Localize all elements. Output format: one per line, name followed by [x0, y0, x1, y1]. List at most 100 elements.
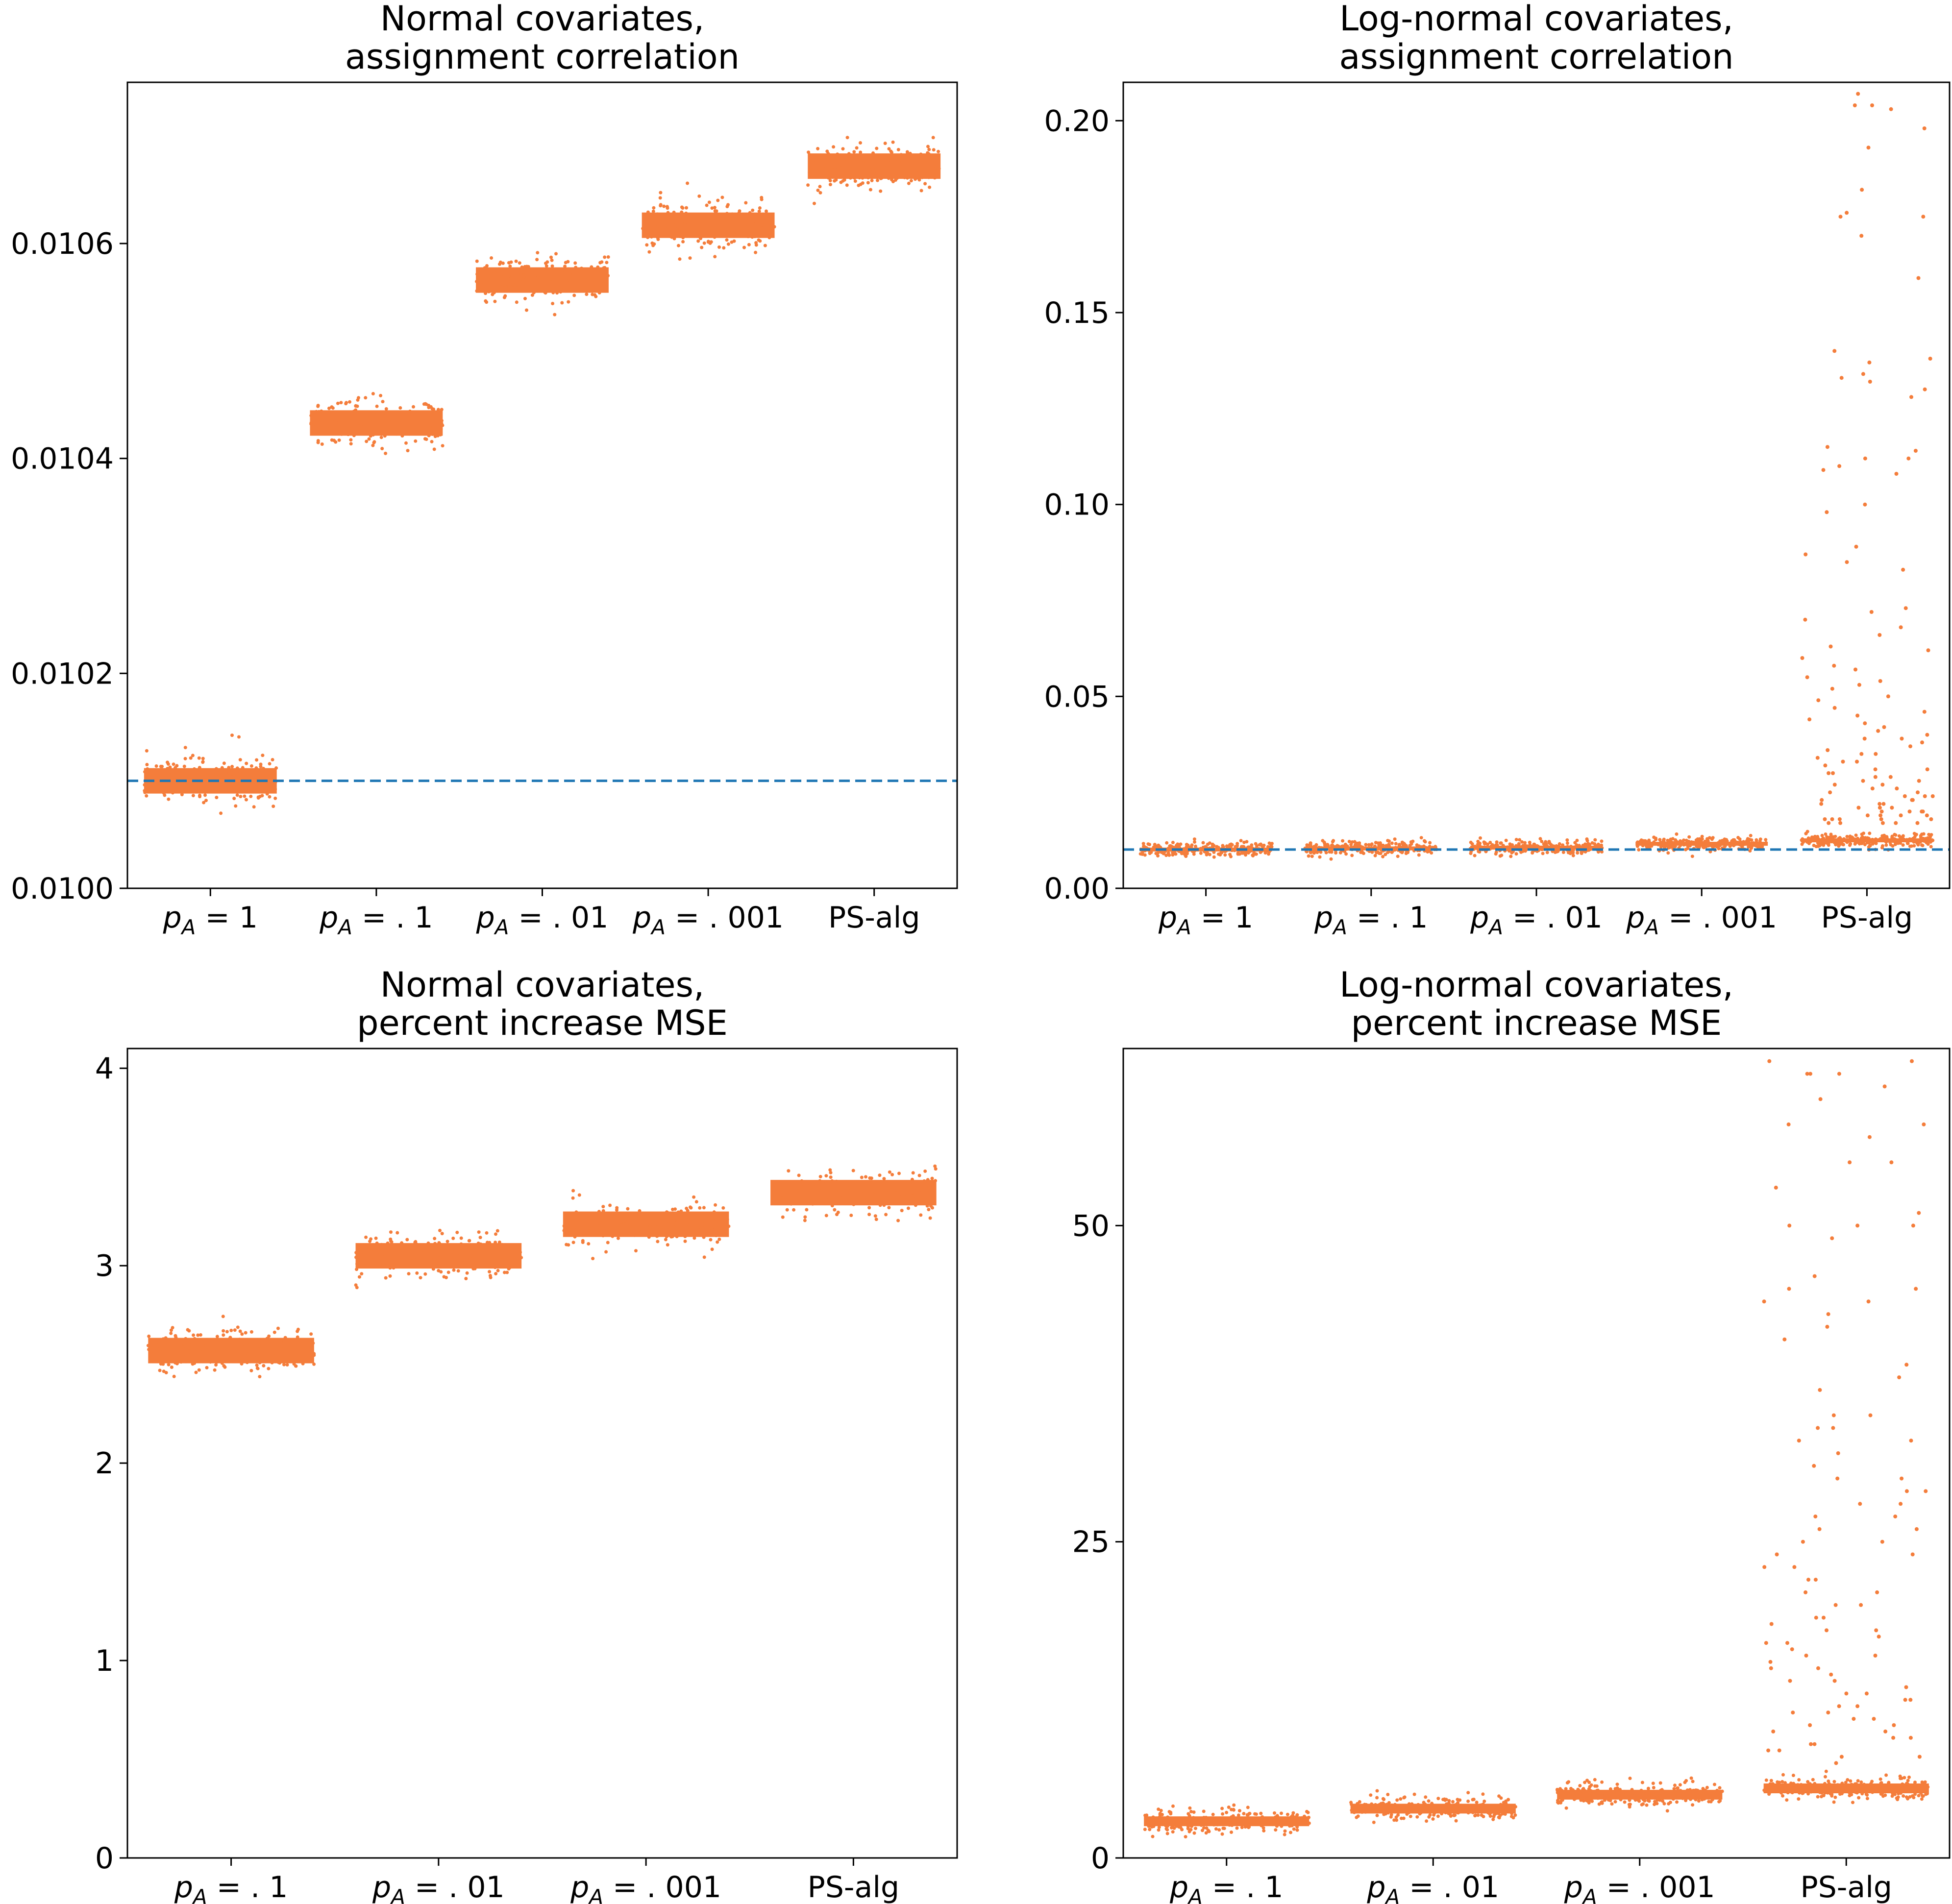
data-point: [505, 280, 509, 284]
data-point: [1691, 1780, 1695, 1783]
data-point: [1208, 853, 1211, 856]
chart-title-line-2: assignment correlation: [1339, 37, 1734, 77]
data-point: [1928, 840, 1932, 844]
outlier-point: [1832, 782, 1837, 787]
data-point: [1640, 1781, 1644, 1784]
data-point: [887, 176, 890, 180]
data-point: [696, 1212, 700, 1216]
data-point: [221, 1315, 225, 1318]
data-point: [392, 1265, 396, 1269]
data-point: [407, 415, 411, 419]
data-point: [368, 1256, 371, 1259]
outlier-point: [1839, 376, 1844, 380]
data-point: [241, 786, 245, 790]
data-point: [847, 152, 851, 156]
data-point: [493, 299, 497, 303]
data-point: [1158, 1815, 1161, 1819]
data-point: [1809, 1785, 1813, 1789]
data-point: [891, 140, 895, 144]
data-point: [664, 216, 668, 220]
data-point: [1255, 844, 1259, 848]
data-point: [1498, 854, 1502, 858]
data-point: [311, 424, 314, 428]
data-point: [169, 1343, 172, 1346]
data-point: [1866, 836, 1870, 840]
x-tick-label-rest: = . 1: [1347, 901, 1428, 935]
data-point: [1221, 1816, 1225, 1820]
data-point: [882, 1196, 886, 1200]
outlier-point: [1837, 464, 1842, 468]
data-point: [1615, 1793, 1619, 1797]
data-point: [508, 264, 512, 268]
data-point: [1908, 1786, 1912, 1790]
data-point: [380, 447, 384, 450]
data-point: [289, 1353, 293, 1357]
data-point: [1850, 1782, 1853, 1786]
data-point: [1260, 1824, 1263, 1828]
data-point: [816, 171, 820, 175]
data-point: [1926, 1785, 1930, 1789]
data-point: [317, 426, 321, 430]
data-point: [1171, 1830, 1175, 1834]
data-point: [1289, 1831, 1292, 1834]
outlier-point: [1800, 656, 1804, 660]
data-point: [1395, 1818, 1399, 1822]
data-point: [160, 1359, 163, 1363]
data-point: [587, 288, 591, 292]
data-point: [842, 174, 846, 178]
data-point: [591, 1257, 595, 1261]
data-point: [725, 238, 729, 242]
data-point: [1141, 842, 1145, 846]
data-point: [1575, 838, 1579, 842]
data-point: [1463, 1805, 1467, 1808]
data-point: [648, 228, 652, 232]
data-point: [380, 1243, 384, 1246]
outlier-point: [1878, 806, 1882, 810]
data-point: [1473, 854, 1477, 857]
data-point: [1637, 848, 1641, 852]
data-point: [1428, 1808, 1431, 1812]
outlier-point: [1917, 1211, 1921, 1215]
data-point: [855, 165, 859, 169]
data-point: [267, 1351, 271, 1355]
outlier-point: [1830, 817, 1834, 821]
data-point: [399, 423, 403, 427]
outlier-point: [1874, 752, 1878, 756]
data-point: [705, 203, 709, 207]
x-tick-label: pA = . 01: [476, 901, 609, 939]
data-point: [1655, 1798, 1659, 1802]
data-point: [336, 414, 340, 417]
data-point: [616, 1216, 620, 1220]
data-point: [1923, 1783, 1927, 1787]
data-point: [1906, 1779, 1910, 1782]
data-point: [1687, 1790, 1691, 1794]
data-point: [352, 432, 355, 436]
data-point: [430, 407, 434, 411]
data-point: [1209, 1816, 1213, 1820]
data-point: [678, 234, 681, 238]
data-point: [1234, 845, 1237, 849]
outlier-point: [1914, 1287, 1918, 1291]
data-point: [653, 231, 657, 235]
data-point: [320, 442, 324, 446]
data-point: [340, 432, 344, 436]
data-point: [1874, 1789, 1878, 1793]
data-point: [1913, 1792, 1917, 1796]
outlier-point: [1767, 1059, 1772, 1063]
data-point: [574, 266, 578, 269]
data-point: [1833, 1795, 1837, 1799]
data-point: [700, 245, 704, 249]
data-point: [848, 176, 852, 180]
data-point: [1874, 1783, 1878, 1787]
data-point: [879, 166, 883, 170]
data-point: [886, 1193, 890, 1196]
data-point: [417, 414, 421, 417]
data-point: [1832, 1800, 1836, 1804]
data-point: [837, 1188, 841, 1192]
data-point: [1143, 1828, 1147, 1831]
data-point: [870, 167, 874, 170]
data-point: [215, 1335, 219, 1339]
data-point: [1906, 841, 1910, 845]
outlier-point: [1854, 544, 1858, 549]
data-point: [225, 773, 229, 777]
